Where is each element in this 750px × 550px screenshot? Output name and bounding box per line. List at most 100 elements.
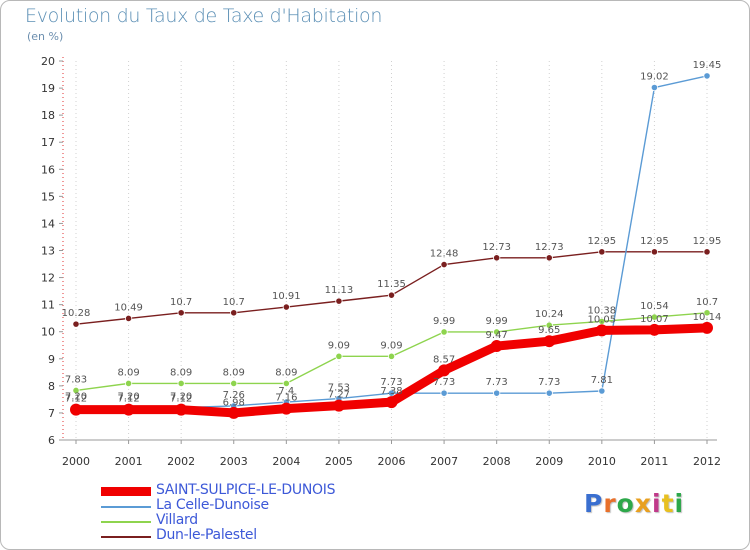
data-label: 19.02 (640, 72, 669, 83)
data-label: 19.45 (693, 60, 722, 71)
data-label: 7.27 (328, 390, 350, 401)
x-tick-label: 2007 (430, 455, 458, 468)
data-label: 7.12 (170, 394, 192, 405)
data-label: 8.57 (433, 354, 455, 365)
data-label: 7.73 (538, 377, 560, 388)
proxiti-logo: Proxiti (584, 489, 684, 518)
data-point (177, 309, 185, 317)
data-point (440, 260, 448, 269)
data-label: 10.7 (696, 297, 718, 308)
legend-label: Dun-le-Palestel (156, 527, 257, 543)
data-point (493, 254, 501, 262)
data-label: 7.73 (486, 377, 508, 388)
data-label: 10.28 (62, 308, 91, 319)
data-label: 9.99 (433, 316, 455, 327)
data-label: 7.81 (591, 375, 613, 386)
x-tick-label: 2011 (640, 455, 668, 468)
data-label: 7.38 (380, 386, 402, 397)
chart-title: Evolution du Taux de Taxe d'Habitation (25, 5, 383, 27)
data-point (282, 303, 290, 311)
x-tick-label: 2008 (483, 455, 511, 468)
logo-letter: t (661, 489, 675, 518)
data-label: 7.26 (223, 390, 245, 401)
logo-letter: o (616, 489, 635, 518)
data-point (650, 248, 659, 256)
data-point (332, 399, 345, 412)
data-point (703, 72, 711, 80)
legend-swatch (101, 506, 151, 508)
data-label: 7.53 (328, 383, 350, 394)
x-tick-label: 2004 (272, 455, 300, 468)
x-tick-label: 2010 (588, 455, 616, 468)
data-point (177, 379, 185, 388)
data-label: 10.54 (640, 301, 669, 312)
logo-letter: i (674, 489, 685, 518)
legend-swatch (101, 487, 151, 496)
x-tick-label: 2003 (220, 455, 248, 468)
data-label: 11.13 (325, 285, 354, 296)
legend-swatch (101, 536, 151, 538)
x-tick-label: 2006 (378, 455, 406, 468)
data-label: 12.48 (430, 249, 459, 260)
y-tick-label: 15 (41, 190, 55, 203)
y-tick-label: 12 (41, 272, 55, 285)
data-point (227, 406, 240, 419)
data-label: 12.73 (535, 242, 564, 253)
data-label: 12.95 (693, 236, 722, 247)
data-label: 9.65 (538, 325, 560, 336)
data-point (598, 387, 606, 395)
y-tick-label: 20 (41, 55, 55, 68)
y-tick-label: 16 (41, 163, 55, 176)
data-point (545, 321, 553, 329)
data-label: 7.20 (117, 392, 139, 403)
data-point (230, 379, 238, 388)
data-label: 6.98 (223, 397, 245, 408)
data-label: 10.05 (588, 314, 617, 325)
y-tick-label: 18 (41, 109, 55, 122)
data-point (72, 320, 80, 328)
y-tick-label: 6 (48, 434, 55, 447)
data-point (701, 321, 713, 334)
data-label: 10.24 (535, 309, 564, 320)
data-point (650, 83, 659, 92)
data-label: 7.73 (433, 377, 455, 388)
data-point (230, 309, 238, 317)
data-point (282, 379, 290, 388)
data-label: 10.14 (693, 312, 722, 323)
data-point (648, 323, 661, 336)
y-tick-label: 10 (41, 326, 55, 339)
data-point (545, 389, 553, 397)
legend-label: La Celle-Dunoise (156, 497, 269, 513)
data-point (703, 248, 711, 256)
data-label: 8.09 (275, 367, 297, 378)
data-point (387, 352, 396, 360)
data-point (387, 291, 396, 299)
data-label: 10.07 (640, 314, 669, 325)
y-tick-label: 11 (41, 299, 55, 312)
legend-label: Villard (156, 512, 198, 528)
data-point (124, 379, 133, 388)
logo-letter: x (634, 489, 652, 518)
data-point (124, 314, 133, 323)
data-label: 8.09 (117, 367, 139, 378)
data-label: 9.09 (328, 340, 350, 351)
x-tick-label: 2005 (325, 455, 353, 468)
data-point (280, 402, 293, 415)
data-label: 11.35 (377, 279, 406, 290)
y-tick-label: 7 (48, 407, 55, 420)
data-label: 12.73 (482, 242, 511, 253)
data-label: 10.38 (588, 305, 617, 316)
data-point (543, 335, 556, 348)
data-label: 7.73 (380, 377, 402, 388)
data-label: 10.91 (272, 291, 301, 302)
data-label: 12.95 (588, 236, 617, 247)
y-tick-label: 9 (48, 353, 55, 366)
data-point (493, 328, 501, 336)
data-point (335, 297, 343, 305)
data-label: 10.7 (223, 297, 245, 308)
data-point (493, 389, 501, 397)
data-label: 7.20 (65, 392, 87, 403)
data-point (175, 403, 188, 416)
